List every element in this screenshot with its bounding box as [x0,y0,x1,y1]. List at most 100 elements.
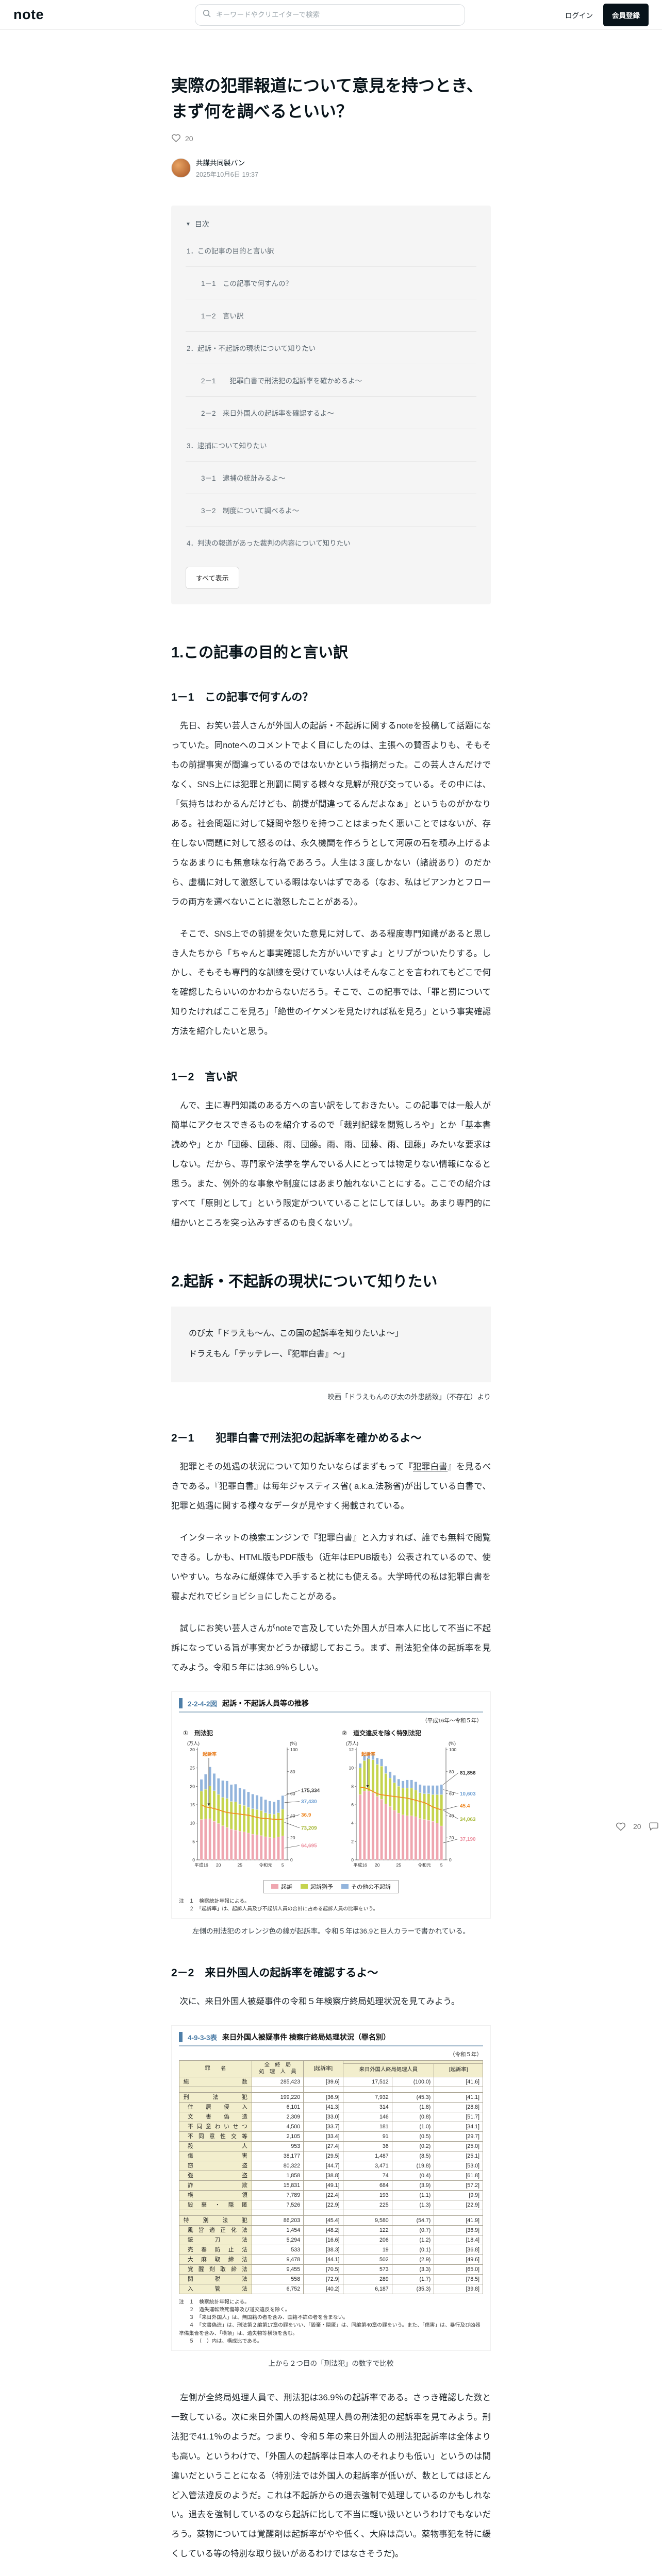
toc-item[interactable]: 1－2 言い訳 [186,299,476,332]
chevron-down-icon: ▼ [186,221,191,227]
svg-text:20: 20 [290,1835,295,1840]
toc-toggle[interactable]: ▼ 目次 [186,219,476,234]
svg-text:30: 30 [190,1747,195,1752]
legend-item: 起訴 [271,1883,292,1891]
toc-item[interactable]: 3－2 制度について調べるよ〜 [186,494,476,527]
table-cell: [25.0] [434,2141,483,2151]
table-row: 窃盗 80,322 [44.7] 3,471 (19.8) [53.0] [179,2160,483,2171]
chart-title: ② 道交違反を除く特別法犯 [342,1729,422,1737]
svg-text:10: 10 [349,1766,354,1771]
svg-text:平成16: 平成16 [353,1862,367,1868]
table-cell: (1.7) [391,2274,435,2284]
row-label: 入管法 [179,2283,252,2294]
search-input[interactable] [215,10,457,19]
paragraph: 先日、お笑い芸人さんが外国人の起訴・不起訴に関するnoteを投稿して話題になって… [171,721,491,907]
table-header-cell: 罪 名 [179,2060,252,2077]
svg-text:20: 20 [190,1784,195,1789]
toc-item[interactable]: 3－1 逮捕の統計みるよ〜 [186,462,476,495]
table-cell: [39.8] [434,2283,483,2294]
table-cell: [65.0] [434,2264,483,2275]
toc-item[interactable]: 2－1 犯罪白書で刑法犯の起訴率を確かめるよ〜 [186,364,476,397]
table-cell: 193 [342,2190,392,2200]
table-cell: 9,478 [251,2254,304,2265]
toc-item[interactable]: 3．逮捕について知りたい [186,429,476,462]
table-cell: 122 [342,2225,392,2235]
table-cell: 7,789 [251,2190,304,2200]
page-title: 実際の犯罪報道について意見を持つとき、まず何を調べるといい？ [171,76,483,121]
toc-show-all-button[interactable]: すべて表示 [186,567,239,589]
svg-text:25: 25 [238,1862,243,1868]
figure-header: 2-2-4-2図 起訴・不起訴人員等の推移 [179,1698,483,1713]
row-label: 毀棄・隠匿 [179,2199,252,2210]
float-like-count: 20 [633,1822,641,1831]
float-heart-icon[interactable] [616,1822,626,1831]
figure-period: （平成16年〜令和５年） [422,1717,482,1724]
svg-text:0: 0 [290,1857,293,1862]
table-cell: 2,309 [251,2111,304,2122]
table-cell: (0.8) [391,2111,435,2122]
svg-text:60: 60 [449,1791,454,1796]
toc-item[interactable]: 1－1 この記事で何すんの？ [186,267,476,300]
table-cell: [53.0] [434,2160,483,2171]
table-cell: 74 [342,2170,392,2181]
table-cell: 15,831 [251,2180,304,2191]
svg-text:平成16: 平成16 [194,1862,208,1868]
table-cell: [57.2] [434,2180,483,2191]
table-cell: 1,858 [251,2170,304,2181]
table-cell: [36.8] [434,2244,483,2255]
statistics-chart-figure: 2-2-4-2図 起訴・不起訴人員等の推移 （平成16年〜令和５年） ① 刑法犯 (万… [171,1691,491,1919]
row-label: 強盗 [179,2170,252,2181]
row-label: 窃盗 [179,2160,252,2171]
paragraph: 次に、来日外国人被疑事件の令和５年検察庁終局処理状況を見てみよう。 [171,1997,460,2007]
row-label: 関税法 [179,2274,252,2284]
subsection-heading: 2－1 犯罪白書で刑法犯の起訴率を確かめるよ〜 [171,1432,422,1445]
table-cell: (0.1) [391,2244,435,2255]
svg-text:60: 60 [290,1791,295,1796]
login-link[interactable]: ログイン [565,11,593,20]
table-cell: [70.5] [303,2264,343,2275]
toc-item[interactable]: 2．起訴・不起訴の現状について知りたい [186,332,476,365]
table-cell: (1.8) [391,2102,435,2112]
row-label: 覚醒剤取締法 [179,2264,252,2275]
svg-text:80: 80 [449,1769,454,1774]
caption: 映画「ドラえもんのび太の外患誘致」（不存在）より [327,1393,491,1401]
avatar[interactable] [171,158,191,178]
search-icon [203,9,211,20]
table-header-cell: [起訴率] [303,2060,343,2077]
table-cell: (0.7) [391,2225,435,2235]
inline-link[interactable]: 犯罪白書 [412,1462,448,1472]
table-cell: 7,932 [342,2092,392,2103]
table-header-cell: 来日外国人終局処理人員 [342,2063,435,2077]
legend-item: 起訴猶予 [301,1883,333,1891]
table-cell: 4,500 [251,2121,304,2132]
table-cell: [28.8] [434,2102,483,2112]
blockquote: のび太「ドラえも〜ん、この国の起訴率を知りたいよ〜」 ドラえもん「テッテレー、『犯… [171,1306,491,1382]
toc-item[interactable]: 1．この記事の目的と言い訳 [186,234,476,267]
table-cell: [27.4] [303,2141,343,2151]
heart-icon[interactable] [171,133,181,144]
table-row: 売春防止法 533 [38.3] 19 (0.1) [36.8] [179,2244,483,2255]
table-row: 住居侵入 6,101 [41.3] 314 (1.8) [28.8] [179,2102,483,2112]
row-label: 大麻取締法 [179,2254,252,2265]
toc-item[interactable]: 2－2 来日外国人の起訴率を確認するよ〜 [186,397,476,430]
svg-text:8: 8 [351,1784,354,1789]
comment-icon[interactable] [649,1821,659,1831]
table-cell: [44.7] [303,2160,343,2171]
chart: ① 刑法犯 (万人) (%) 0 5 10 15 20 25 30 0 20 40 60 80 100 起訴率平… [179,1726,334,1879]
table-cell: 6,752 [251,2283,304,2294]
toc-item[interactable]: 4．判決の報道があった裁判の内容について知りたい [187,539,351,548]
figure-title: 起訴・不起訴人員等の推移 [222,1699,309,1707]
svg-text:(万人): (万人) [187,1741,200,1746]
signup-button[interactable]: 会員登録 [603,3,649,26]
row-label: 不同意わいせつ [179,2121,252,2132]
table-cell: 953 [251,2141,304,2151]
table-cell: 6,101 [251,2102,304,2112]
author-name[interactable]: 共謀共同製パン [196,159,245,167]
svg-text:令和元: 令和元 [418,1862,431,1868]
note-logo[interactable]: note [13,7,44,22]
table-cell: 533 [251,2244,304,2255]
svg-text:0: 0 [351,1857,354,1862]
table-cell: (1.3) [391,2199,435,2210]
svg-text:175,334: 175,334 [301,1788,320,1794]
table-cell: (8.5) [391,2150,435,2161]
